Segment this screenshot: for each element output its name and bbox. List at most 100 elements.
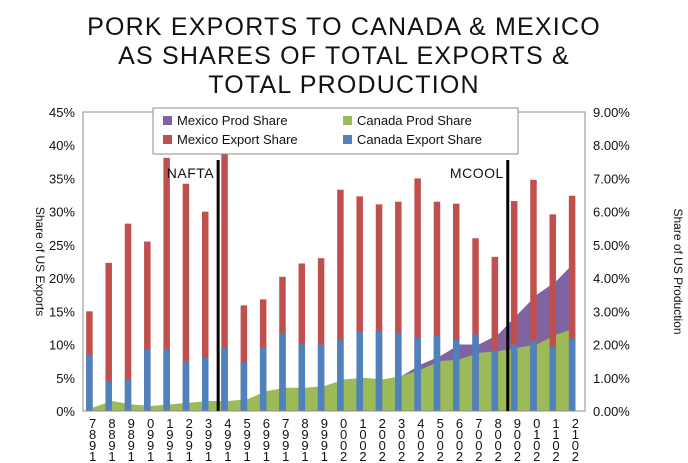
bar-canada-export-2002 <box>375 331 383 411</box>
left-tick-label: 30% <box>49 205 75 220</box>
right-tick-label: 3.00% <box>593 304 630 319</box>
bar-canada-export-2003 <box>395 333 402 411</box>
bar-mexico-export-2008 <box>491 256 499 411</box>
bar-mexico-export-2007 <box>472 238 479 411</box>
bar-mexico-export-1994 <box>221 153 228 411</box>
bar-mexico-export-2002 <box>375 204 383 411</box>
bar-canada-export-2008 <box>491 350 499 411</box>
left-tick-label: 0% <box>56 404 75 419</box>
right-tick-label: 1.00% <box>593 371 630 386</box>
right-tick-label: 9.00% <box>593 105 630 120</box>
bar-mexico-export-1992 <box>182 183 190 411</box>
bar-canada-export-2006 <box>453 339 460 411</box>
bar-mexico-export-1988 <box>105 262 112 411</box>
legend-swatch-mexico-prod-share <box>163 116 172 125</box>
bar-canada-export-2011 <box>549 346 557 411</box>
bar-canada-export-1990 <box>144 349 151 411</box>
legend-box <box>152 107 519 155</box>
bar-mexico-export-2005 <box>433 201 441 411</box>
bar-mexico-export-1995 <box>240 305 248 411</box>
right-tick-label: 7.00% <box>593 171 630 186</box>
bar-mexico-export-2003 <box>395 201 402 411</box>
bar-canada-export-2007 <box>472 334 479 411</box>
annotation-label-mcool: MCOOL <box>450 165 504 181</box>
right-tick-label: 4.00% <box>593 271 630 286</box>
bar-mexico-export-2000 <box>337 189 344 411</box>
chart-title-line-1: PORK EXPORTS TO CANADA & MEXICO <box>87 13 601 41</box>
bar-canada-export-1999 <box>317 344 325 411</box>
bar-mexico-export-2011 <box>549 214 557 411</box>
left-tick-label: 15% <box>49 304 75 319</box>
left-axis-title: Share of US Exports <box>33 207 47 316</box>
bar-mexico-export-2001 <box>356 196 363 411</box>
bar-mexico-export-2004 <box>414 178 421 411</box>
bar-canada-export-2010 <box>530 340 537 411</box>
chart-title-line-2: AS SHARES OF TOTAL EXPORTS & <box>118 42 570 70</box>
right-tick-label: 6.00% <box>593 205 630 220</box>
left-tick-label: 35% <box>49 171 75 186</box>
bar-canada-export-1987 <box>86 354 93 411</box>
bar-canada-export-1994 <box>221 347 228 411</box>
legend-swatch-mexico-export-share <box>163 135 172 144</box>
bar-canada-export-1996 <box>259 347 267 411</box>
bar-mexico-export-1989 <box>124 223 132 411</box>
legend-swatch-canada-prod-share <box>343 116 352 125</box>
left-tick-label: 10% <box>49 338 75 353</box>
legend-label-mexico-prod-share: Mexico Prod Share <box>177 113 288 128</box>
annotation-label-nafta: NAFTA <box>167 165 215 181</box>
bar-mexico-export-2012 <box>568 195 576 411</box>
bar-canada-export-2005 <box>433 335 441 411</box>
bar-mexico-export-2006 <box>453 203 460 411</box>
bar-canada-export-2001 <box>356 331 363 411</box>
bar-mexico-export-1999 <box>317 258 325 411</box>
legend-swatch-canada-export-share <box>343 135 352 144</box>
bar-canada-export-1988 <box>105 381 112 411</box>
bar-canada-export-1992 <box>182 361 190 411</box>
left-tick-label: 45% <box>49 105 75 120</box>
right-tick-label: 5.00% <box>593 238 630 253</box>
right-tick-label: 8.00% <box>593 138 630 153</box>
left-tick-label: 5% <box>56 371 75 386</box>
bar-canada-export-2004 <box>414 337 421 411</box>
bar-canada-export-2012 <box>568 338 576 411</box>
legend-label-mexico-export-share: Mexico Export Share <box>177 132 298 147</box>
bar-canada-export-1997 <box>279 333 286 411</box>
bar-canada-export-2009 <box>510 344 518 411</box>
bar-mexico-export-2010 <box>530 179 537 411</box>
bar-canada-export-1993 <box>202 357 209 411</box>
chart-title-line-3: TOTAL PRODUCTION <box>208 71 480 99</box>
right-tick-label: 0.00% <box>593 404 630 419</box>
right-axis-title: Share of US Production <box>671 208 685 334</box>
left-tick-label: 40% <box>49 138 75 153</box>
bar-mexico-export-2009 <box>510 201 518 411</box>
bar-canada-export-1998 <box>298 343 306 411</box>
bar-mexico-export-1990 <box>144 241 151 411</box>
bar-canada-export-2000 <box>337 339 344 411</box>
bar-mexico-export-1993 <box>202 211 209 411</box>
